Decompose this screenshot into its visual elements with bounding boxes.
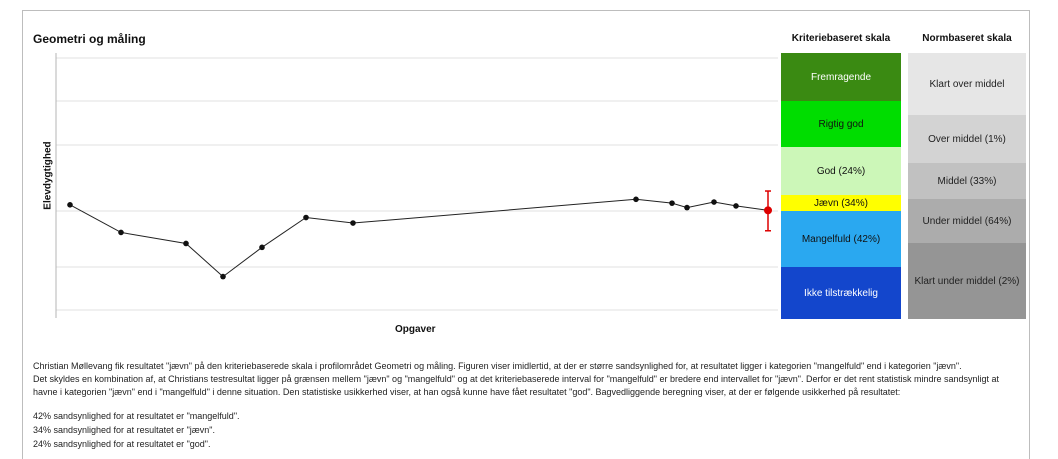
norm-band-1: Over middel (1%) [908, 115, 1026, 163]
x-axis-label: Opgaver [395, 324, 436, 335]
probability-mangelfuld: 42% sandsynlighed for at resultatet er "… [33, 411, 240, 421]
explanation-sentence-2a: Det skyldes en kombination af, at [33, 374, 169, 384]
criteria-scale-header: Kriteriebaseret skala [791, 33, 891, 44]
data-point-1 [67, 202, 73, 208]
norm-band-2: Middel (33%) [908, 163, 1026, 199]
student-pronoun: han [423, 387, 439, 397]
data-point-7 [350, 220, 356, 226]
explanation-sentence-1: fik resultatet "jævn" på den kriteriebas… [112, 361, 962, 371]
data-point-8 [633, 196, 639, 203]
data-point-12 [733, 203, 739, 209]
criteria-band-2: God (24%) [781, 147, 901, 195]
data-point-9 [669, 200, 675, 206]
data-point-5 [259, 244, 265, 251]
explanation-sentence-2b: testresultat ligger på grænsen mellem "j… [33, 374, 1000, 397]
criteria-band-1: Rigtig god [781, 101, 901, 147]
explanation-sentence-2c: også kunne have fået resultatet "god". B… [438, 387, 901, 397]
student-first-name: Christians [168, 374, 209, 384]
chart-title: Geometri og måling [33, 32, 146, 46]
criteria-band-3: Jævn (34%) [781, 195, 901, 211]
data-point-3 [183, 240, 189, 247]
data-point-10 [684, 204, 690, 211]
norm-band-0: Klart over middel [908, 53, 1026, 115]
data-point-11 [711, 199, 717, 205]
data-point-6 [303, 214, 309, 221]
probability-god: 24% sandsynlighed for at resultatet er "… [33, 439, 211, 449]
student-name: Christian Møllevang [33, 361, 113, 371]
estimate-point [764, 206, 772, 215]
data-point-2 [118, 229, 124, 236]
content-frame [22, 10, 1030, 459]
criteria-band-4: Mangelfuld (42%) [781, 211, 901, 267]
data-point-4 [220, 273, 226, 280]
probability-jaevn: 34% sandsynlighed for at resultatet er "… [33, 425, 215, 435]
explanation-text: Christian Møllevang fik resultatet "jævn… [33, 360, 1023, 399]
norm-scale-header: Normbaseret skala [922, 33, 1012, 44]
norm-band-3: Under middel (64%) [908, 199, 1026, 243]
criteria-band-5: Ikke tilstrækkelig [781, 267, 901, 319]
criteria-band-0: Fremragende [781, 53, 901, 101]
norm-band-4: Klart under middel (2%) [908, 243, 1026, 319]
